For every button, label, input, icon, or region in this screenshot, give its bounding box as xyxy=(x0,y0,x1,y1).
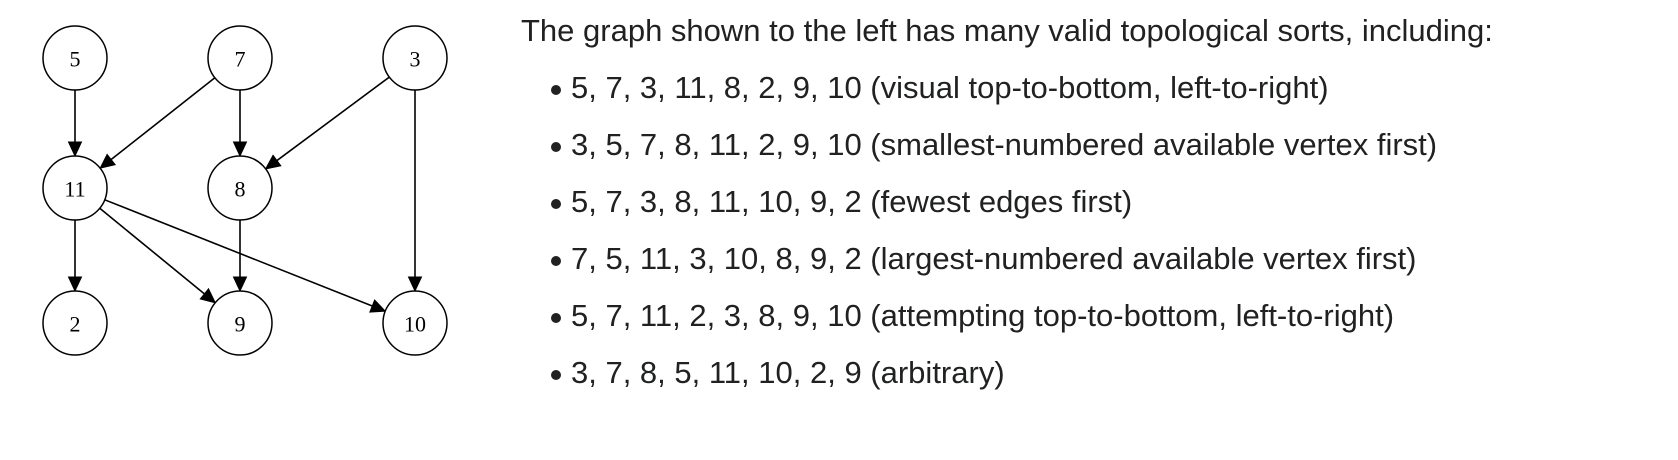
node-label-11: 11 xyxy=(64,177,85,202)
sort-item-5: 5, 7, 11, 2, 3, 8, 9, 10 (attempting top… xyxy=(551,293,1661,350)
node-label-10: 10 xyxy=(404,312,426,337)
node-label-2: 2 xyxy=(70,312,81,337)
node-5: 5 xyxy=(42,25,108,91)
node-circle-8 xyxy=(207,155,273,221)
node-10: 10 xyxy=(382,290,448,356)
arrowhead-11-to-2 xyxy=(67,276,83,293)
arrowhead-11-to-9 xyxy=(199,287,217,304)
arrowhead-3-to-8 xyxy=(264,154,282,170)
node-circle-10 xyxy=(382,290,448,356)
dag-nodes: 5 7 3 11 8 2 9 10 xyxy=(42,25,448,356)
node-label-8: 8 xyxy=(235,177,246,202)
node-label-5: 5 xyxy=(70,47,81,72)
node-label-3: 3 xyxy=(410,47,421,72)
sort-item-6: 3, 7, 8, 5, 11, 10, 2, 9 (arbitrary) xyxy=(551,350,1661,407)
node-circle-2 xyxy=(42,290,108,356)
edge-7-to-11 xyxy=(110,77,216,161)
node-circle-5 xyxy=(42,25,108,91)
sort-item-2: 3, 5, 7, 8, 11, 2, 9, 10 (smallest-numbe… xyxy=(551,122,1661,179)
node-label-9: 9 xyxy=(235,312,246,337)
arrowhead-11-to-10 xyxy=(369,299,387,313)
intro-text: The graph shown to the left has many val… xyxy=(521,13,1493,48)
arrowhead-8-to-9 xyxy=(232,276,248,293)
arrowhead-3-to-10 xyxy=(407,276,423,293)
node-9: 9 xyxy=(207,290,273,356)
node-3: 3 xyxy=(382,25,448,91)
sort-item-1: 5, 7, 3, 11, 8, 2, 9, 10 (visual top-to-… xyxy=(551,65,1661,122)
node-circle-9 xyxy=(207,290,273,356)
arrowhead-5-to-11 xyxy=(67,141,83,158)
topological-sort-panel: The graph shown to the left has many val… xyxy=(521,8,1661,407)
node-label-7: 7 xyxy=(235,47,246,72)
edge-3-to-8 xyxy=(276,76,390,162)
sort-item-3: 5, 7, 3, 8, 11, 10, 9, 2 (fewest edges f… xyxy=(551,179,1661,236)
edge-11-to-9 xyxy=(99,207,205,295)
node-2: 2 xyxy=(42,290,108,356)
node-8: 8 xyxy=(207,155,273,221)
node-7: 7 xyxy=(207,25,273,91)
dag-diagram: 5 7 3 11 8 2 9 10 xyxy=(42,25,448,356)
edge-11-to-10 xyxy=(104,199,373,307)
dag-edges xyxy=(67,76,423,313)
arrowhead-7-to-8 xyxy=(232,141,248,158)
sort-item-4: 7, 5, 11, 3, 10, 8, 9, 2 (largest-number… xyxy=(551,236,1661,293)
arrowhead-7-to-11 xyxy=(99,153,117,169)
node-circle-7 xyxy=(207,25,273,91)
node-11: 11 xyxy=(42,155,108,221)
topological-sort-list: 5, 7, 3, 11, 8, 2, 9, 10 (visual top-to-… xyxy=(521,65,1661,407)
node-circle-11 xyxy=(42,155,108,221)
node-circle-3 xyxy=(382,25,448,91)
